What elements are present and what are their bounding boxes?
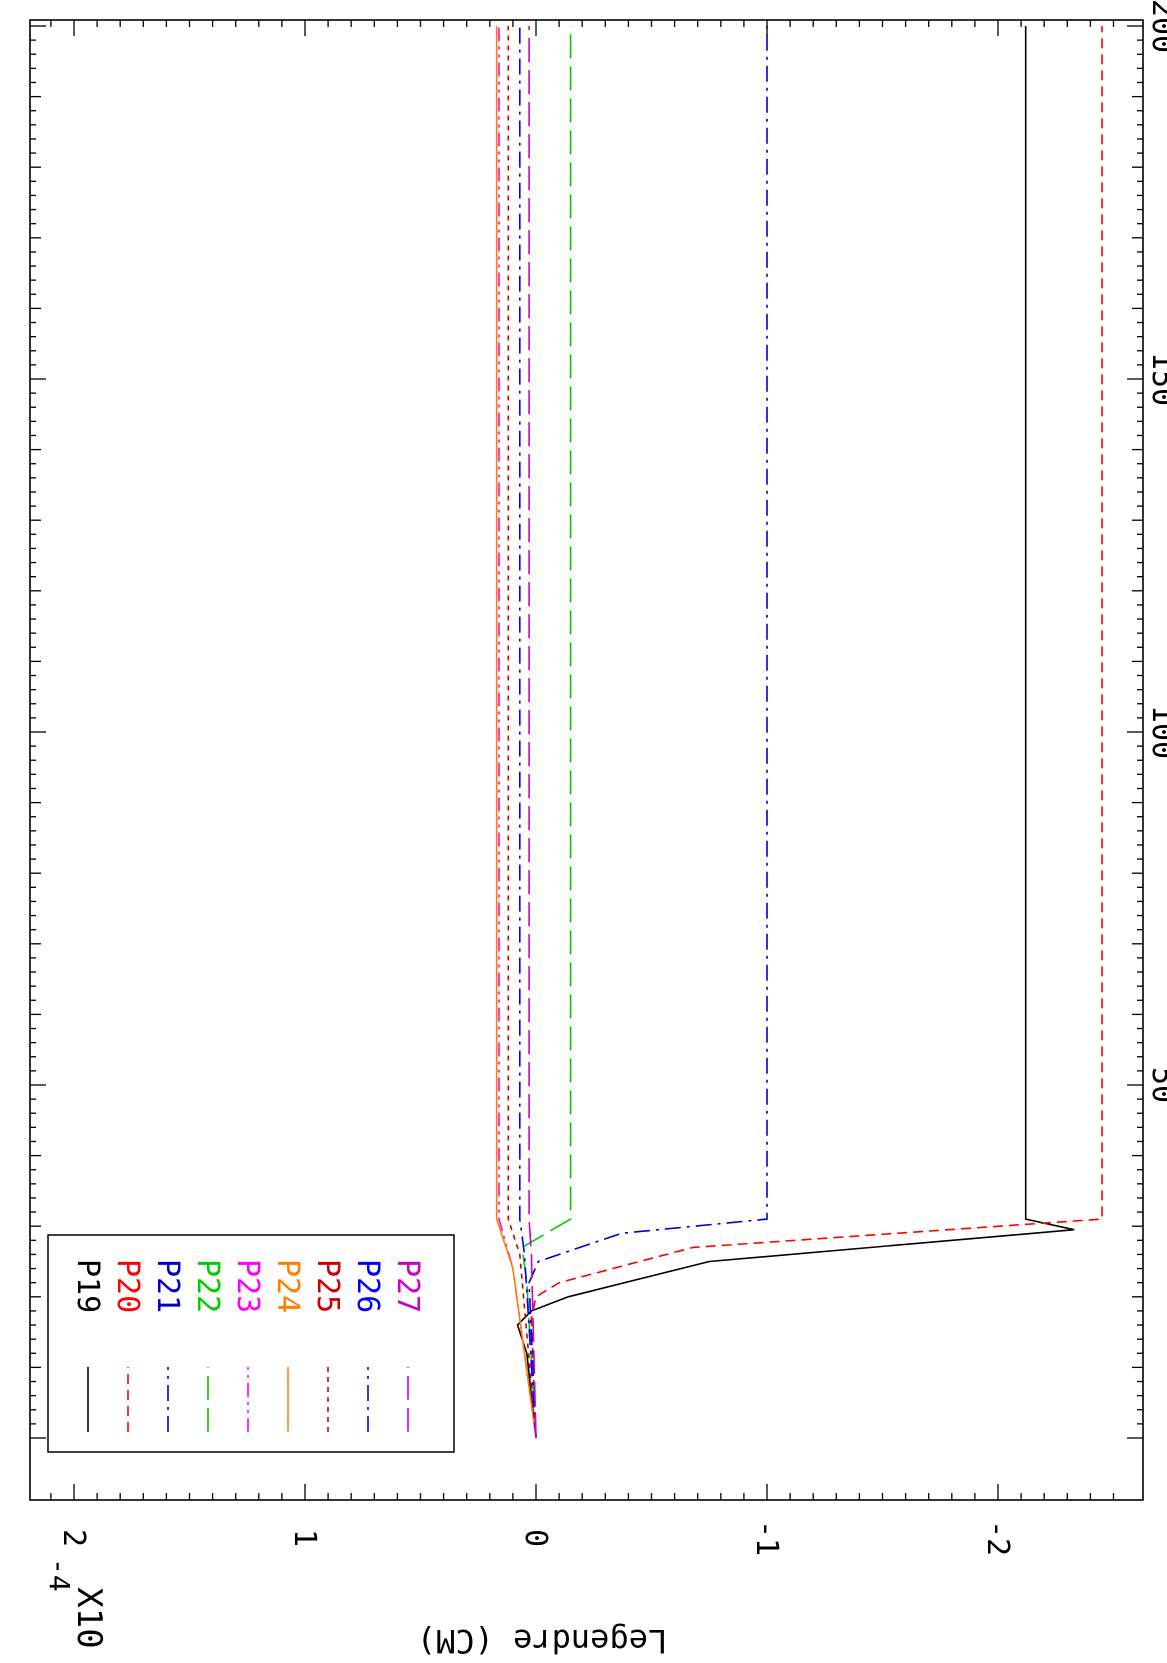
x-tick-label: 100 (1145, 705, 1167, 759)
legend-label-p21: P21 (150, 1259, 185, 1313)
y-multiplier: X10 -4 (43, 1558, 109, 1649)
series-line-p20 (530, 26, 1103, 1439)
y-tick-label: 0 (518, 1529, 553, 1547)
series-line-p27 (528, 26, 537, 1439)
legend-label-p27: P27 (390, 1259, 425, 1313)
tick-label-layer: 50 100 150 200 -2 -1 0 1 2 (56, 0, 1167, 1556)
legend-label-p26: P26 (350, 1259, 385, 1313)
y-multiplier-exponent: -4 (43, 1558, 76, 1592)
legend-label-p22: P22 (190, 1259, 225, 1313)
legend-items: P19 P20 P21 P22 P23 P24 P25 P26 P27 (70, 1259, 425, 1432)
legend-box (47, 1234, 455, 1453)
y-tick-label: -2 (980, 1520, 1015, 1556)
legend: P19 P20 P21 P22 P23 P24 P25 P26 P27 (47, 1234, 455, 1453)
series-line-p26 (518, 26, 537, 1439)
legend-label-p24: P24 (270, 1259, 305, 1313)
tick-layer (30, 20, 1143, 1500)
legend-label-p23: P23 (230, 1259, 265, 1313)
legend-label-p25: P25 (310, 1259, 345, 1313)
legend-label-p19: P19 (70, 1259, 105, 1313)
series-line-p21 (528, 26, 768, 1439)
y-tick-label: 1 (287, 1529, 322, 1547)
x-tick-label: 200 (1145, 0, 1167, 53)
legend-label-p20: P20 (110, 1259, 145, 1313)
y-tick-label: -1 (749, 1520, 784, 1556)
y-multiplier-base: X10 (69, 1587, 109, 1648)
series-layer (495, 26, 1103, 1439)
series-line-p23 (498, 26, 537, 1439)
y-tick-label: 2 (56, 1529, 91, 1547)
series-line-p24 (495, 26, 537, 1439)
x-tick-label: 150 (1145, 352, 1167, 406)
y-axis-label: Legendre (CM) (417, 1622, 667, 1660)
x-tick-label: 50 (1145, 1067, 1167, 1103)
series-line-p25 (507, 26, 537, 1439)
